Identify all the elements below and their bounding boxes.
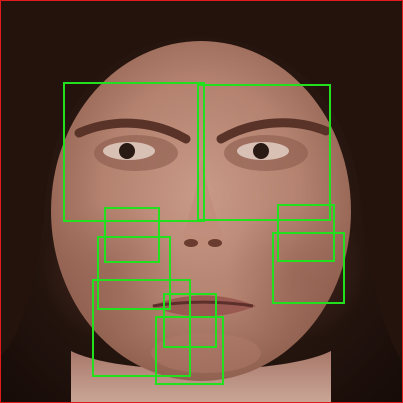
chin [151, 333, 261, 373]
hair [1, 1, 402, 361]
right-eyebrow [216, 118, 331, 144]
right-cheek-shadow [226, 201, 366, 341]
mouth [151, 295, 256, 317]
left-cheek-shadow [41, 201, 181, 341]
left-eyebrow [74, 118, 191, 144]
